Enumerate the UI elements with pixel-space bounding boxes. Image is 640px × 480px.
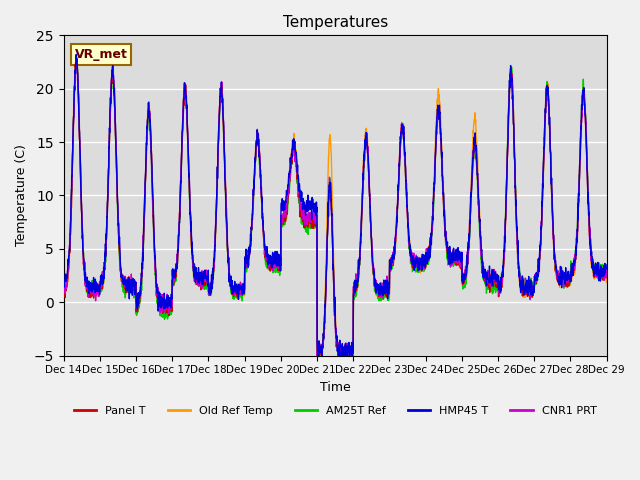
HMP45 T: [603, 266, 611, 272]
Old Ref Temp: [363, 136, 371, 142]
Old Ref Temp: [603, 274, 611, 279]
Panel T: [60, 292, 67, 298]
Panel T: [347, 360, 355, 365]
CNR1 PRT: [363, 131, 371, 136]
Old Ref Temp: [351, 288, 359, 294]
HMP45 T: [72, 51, 80, 57]
CNR1 PRT: [73, 55, 81, 61]
AM25T Ref: [351, 293, 359, 299]
HMP45 T: [211, 230, 219, 236]
Line: HMP45 T: HMP45 T: [63, 54, 607, 361]
AM25T Ref: [73, 53, 81, 59]
Line: AM25T Ref: AM25T Ref: [63, 56, 607, 361]
Title: Temperatures: Temperatures: [282, 15, 388, 30]
Panel T: [556, 282, 563, 288]
Panel T: [603, 271, 611, 276]
Old Ref Temp: [556, 274, 563, 279]
Line: CNR1 PRT: CNR1 PRT: [63, 58, 607, 360]
Panel T: [351, 286, 359, 292]
AM25T Ref: [493, 285, 501, 290]
HMP45 T: [556, 274, 563, 279]
CNR1 PRT: [570, 262, 578, 267]
Old Ref Temp: [73, 50, 81, 56]
Y-axis label: Temperature (C): Temperature (C): [15, 144, 28, 246]
CNR1 PRT: [339, 357, 347, 362]
Panel T: [211, 236, 219, 241]
AM25T Ref: [337, 358, 345, 364]
CNR1 PRT: [556, 271, 563, 276]
CNR1 PRT: [493, 274, 501, 279]
Line: Old Ref Temp: Old Ref Temp: [63, 53, 607, 360]
AM25T Ref: [211, 232, 219, 238]
HMP45 T: [570, 263, 578, 268]
HMP45 T: [493, 279, 501, 285]
AM25T Ref: [60, 290, 67, 296]
Old Ref Temp: [344, 358, 351, 363]
HMP45 T: [335, 358, 343, 364]
Panel T: [493, 281, 501, 287]
CNR1 PRT: [60, 284, 67, 290]
AM25T Ref: [603, 275, 611, 280]
HMP45 T: [351, 284, 359, 289]
AM25T Ref: [556, 277, 563, 283]
Panel T: [363, 137, 371, 143]
HMP45 T: [60, 281, 67, 287]
Text: VR_met: VR_met: [74, 48, 127, 61]
X-axis label: Time: Time: [320, 381, 351, 394]
Old Ref Temp: [211, 237, 219, 242]
AM25T Ref: [570, 255, 578, 261]
Old Ref Temp: [493, 280, 501, 286]
HMP45 T: [363, 139, 371, 144]
Panel T: [570, 264, 578, 270]
Old Ref Temp: [60, 292, 67, 298]
AM25T Ref: [363, 145, 371, 151]
Line: Panel T: Panel T: [63, 56, 607, 362]
Old Ref Temp: [570, 264, 578, 270]
CNR1 PRT: [351, 284, 359, 289]
CNR1 PRT: [603, 270, 611, 276]
Panel T: [72, 53, 80, 59]
CNR1 PRT: [211, 232, 219, 238]
Legend: Panel T, Old Ref Temp, AM25T Ref, HMP45 T, CNR1 PRT: Panel T, Old Ref Temp, AM25T Ref, HMP45 …: [70, 402, 601, 420]
